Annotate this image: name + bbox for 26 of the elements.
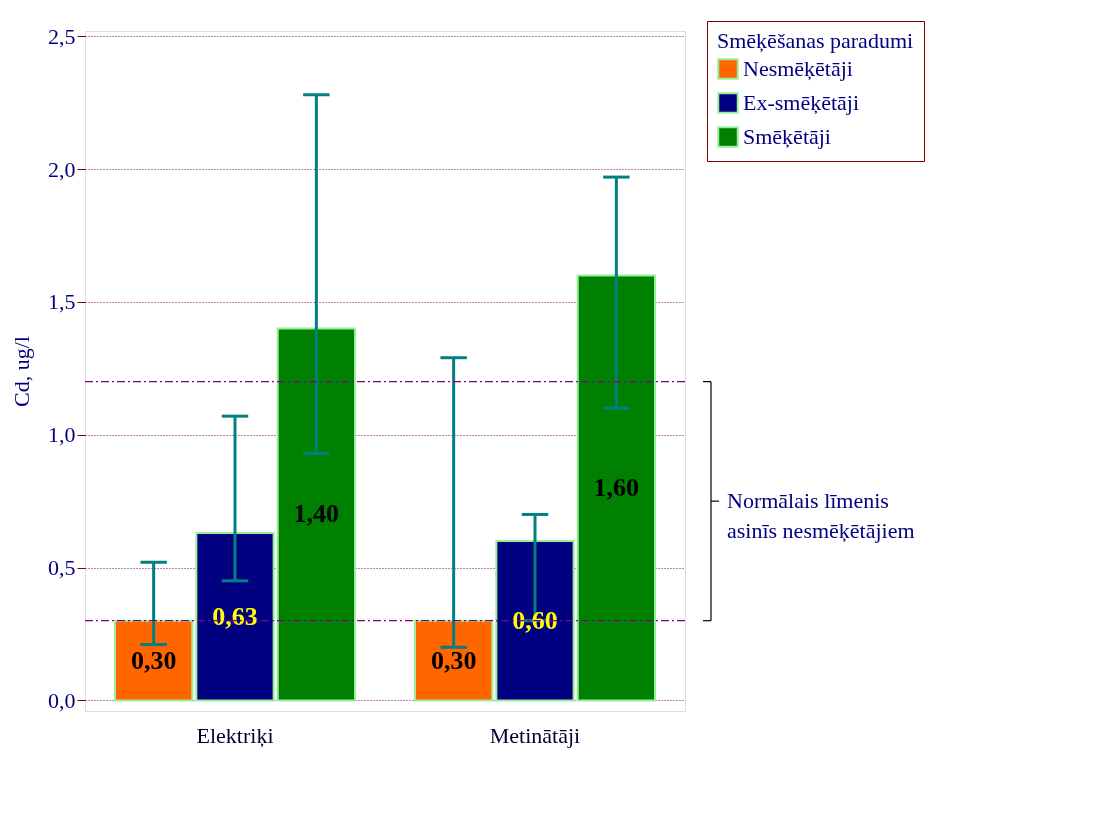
data-label: 0,30 xyxy=(130,645,177,675)
legend-title: Smēķēšanas paradumi xyxy=(717,28,914,53)
y-tick-label: 0,5 xyxy=(48,555,76,581)
y-tick-label: 1,0 xyxy=(48,422,76,448)
data-label: 1,40 xyxy=(293,499,340,529)
y-tick-label: 1,5 xyxy=(48,289,76,315)
data-label: 0,63 xyxy=(212,601,258,631)
bar xyxy=(576,274,656,702)
x-tick-label: Metinātāji xyxy=(489,722,581,748)
bar xyxy=(495,540,575,702)
bar xyxy=(114,619,194,702)
data-label: 0,30 xyxy=(430,645,477,675)
bar xyxy=(414,619,494,702)
legend-label: Nesmēķētāji xyxy=(743,56,853,81)
x-tick-label: Elektriķi xyxy=(196,722,274,748)
y-tick-label: 0,0 xyxy=(48,687,76,713)
legend-label: Smēķētāji xyxy=(743,124,831,149)
bar xyxy=(276,327,356,702)
data-label: 1,60 xyxy=(593,472,640,502)
legend-label: Ex-smēķētāji xyxy=(743,90,860,115)
text: Normālais līmenis asinīs nesmēķētājiem xyxy=(727,488,915,544)
data-label: 0,60 xyxy=(512,605,558,635)
y-axis-title: Cd, ug/l xyxy=(9,336,34,407)
y-tick-label: 2,5 xyxy=(48,23,76,49)
bar xyxy=(195,532,275,702)
y-tick-label: 2,0 xyxy=(48,156,76,182)
